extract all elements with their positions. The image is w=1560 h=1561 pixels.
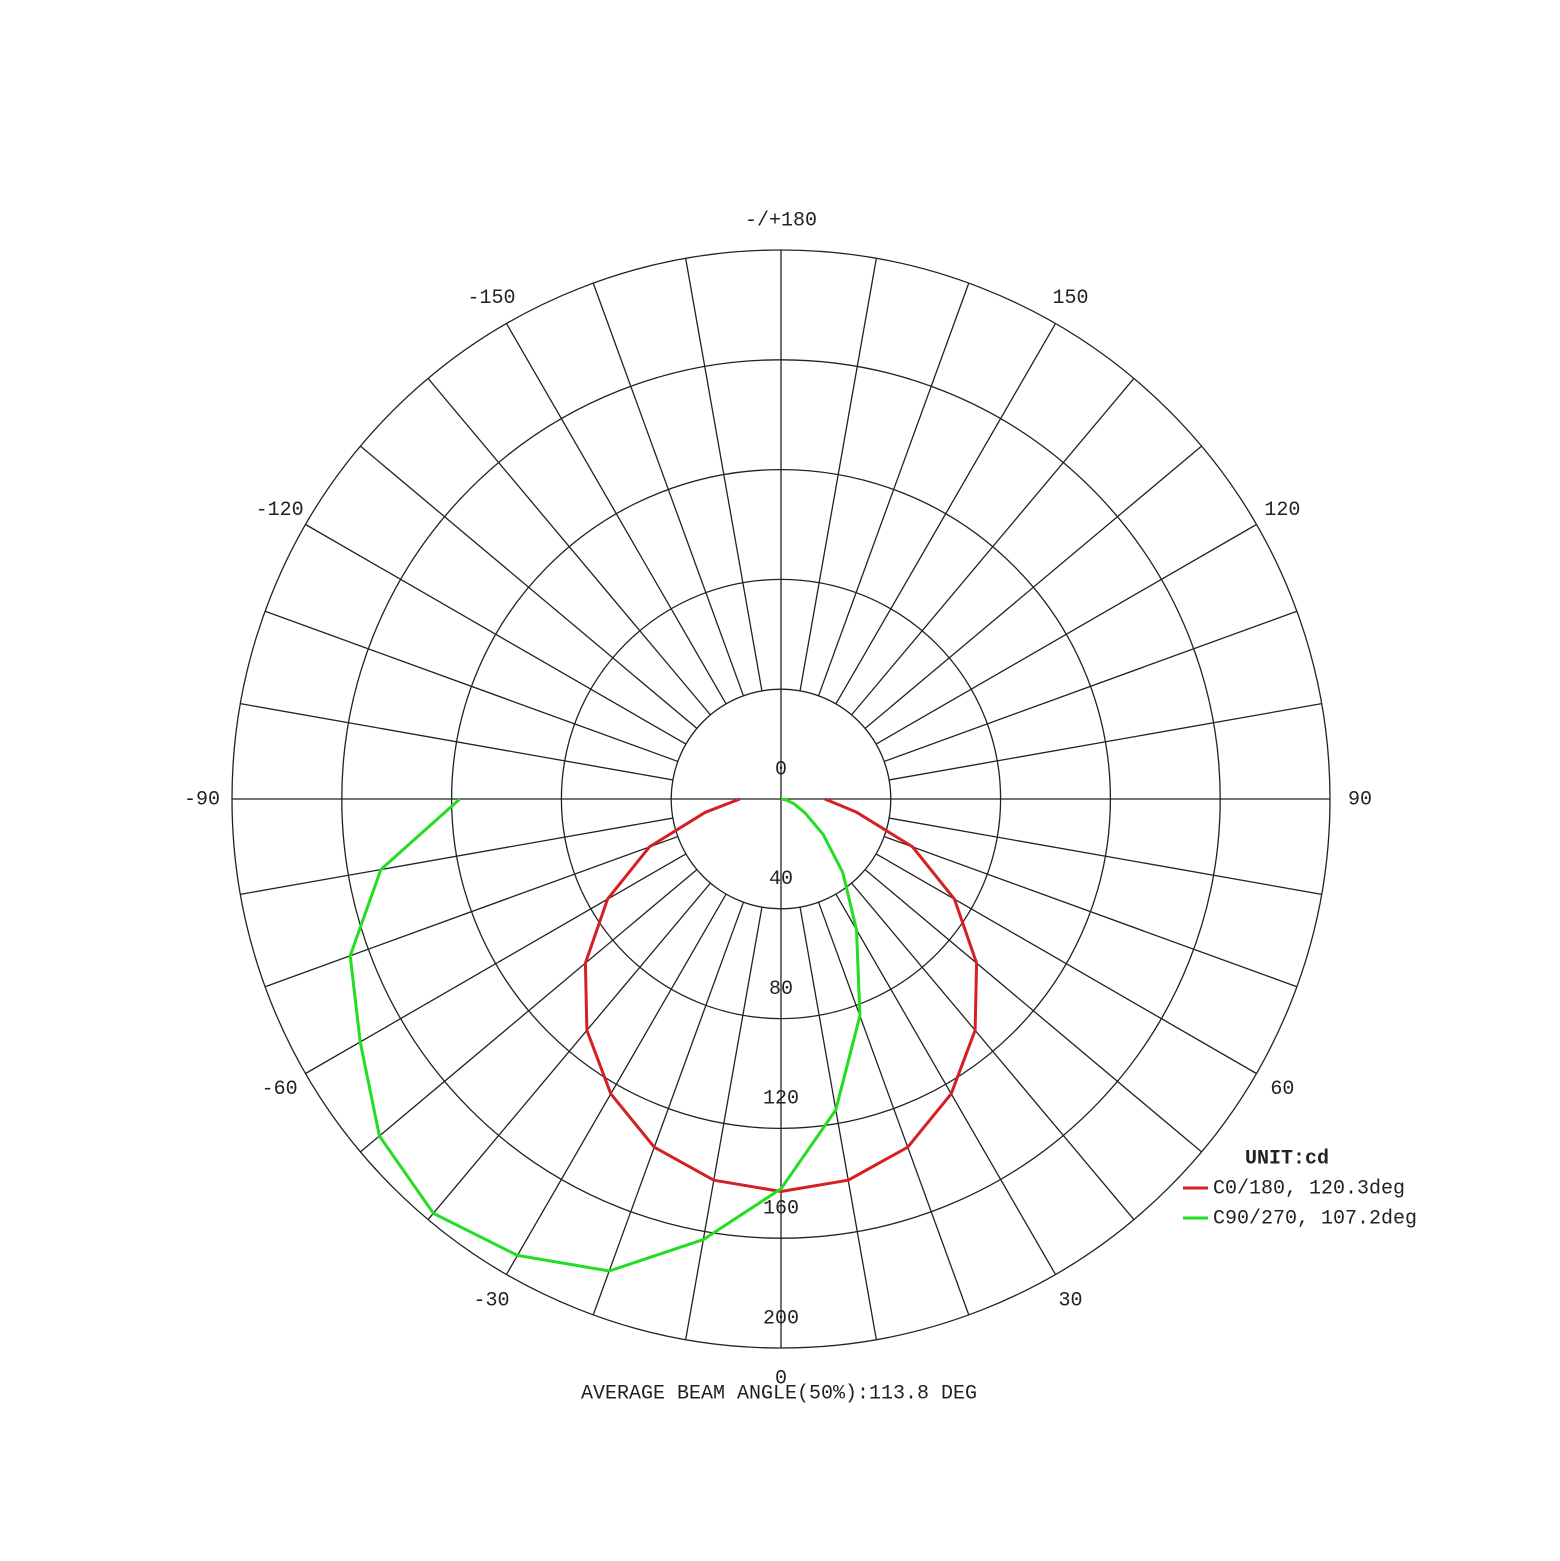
footer: AVERAGE BEAM ANGLE(50%):113.8 DEG [581,1382,977,1405]
angle-tick-label: -150 [467,287,515,310]
r-tick-label: 80 [769,978,793,1001]
angle-tick-label: -60 [262,1078,298,1101]
ring [670,688,892,910]
legend-label: C0/180, 120.3deg [1213,1177,1405,1200]
angle-tick-label: -120 [256,499,304,522]
r-tick-label: 120 [763,1088,799,1111]
r-tick-label: 0 [775,758,787,781]
series-line [583,797,979,1193]
angle-tick-label: -/+180 [745,209,817,232]
r-tick-label: 160 [763,1197,799,1220]
ring [560,578,1002,1020]
angle-tick-label: -30 [473,1290,509,1313]
r-tick-label: 40 [769,868,793,891]
ring [231,249,1331,1349]
r-tick-label: 200 [763,1307,799,1330]
ring [450,468,1112,1130]
angle-tick-label: 150 [1052,287,1088,310]
angle-tick-label: 30 [1058,1290,1082,1313]
angle-tick-label: 90 [1348,788,1372,811]
legend-label: C90/270, 107.2deg [1213,1207,1417,1230]
series-line [348,797,862,1273]
unit-label: UNIT:cd [1245,1147,1329,1170]
angle-tick-label: 60 [1270,1078,1294,1101]
angle-tick-label: 0 [775,1367,787,1390]
angle-tick-label: 120 [1264,499,1300,522]
angle-tick-label: -90 [184,788,220,811]
ring [341,359,1221,1239]
